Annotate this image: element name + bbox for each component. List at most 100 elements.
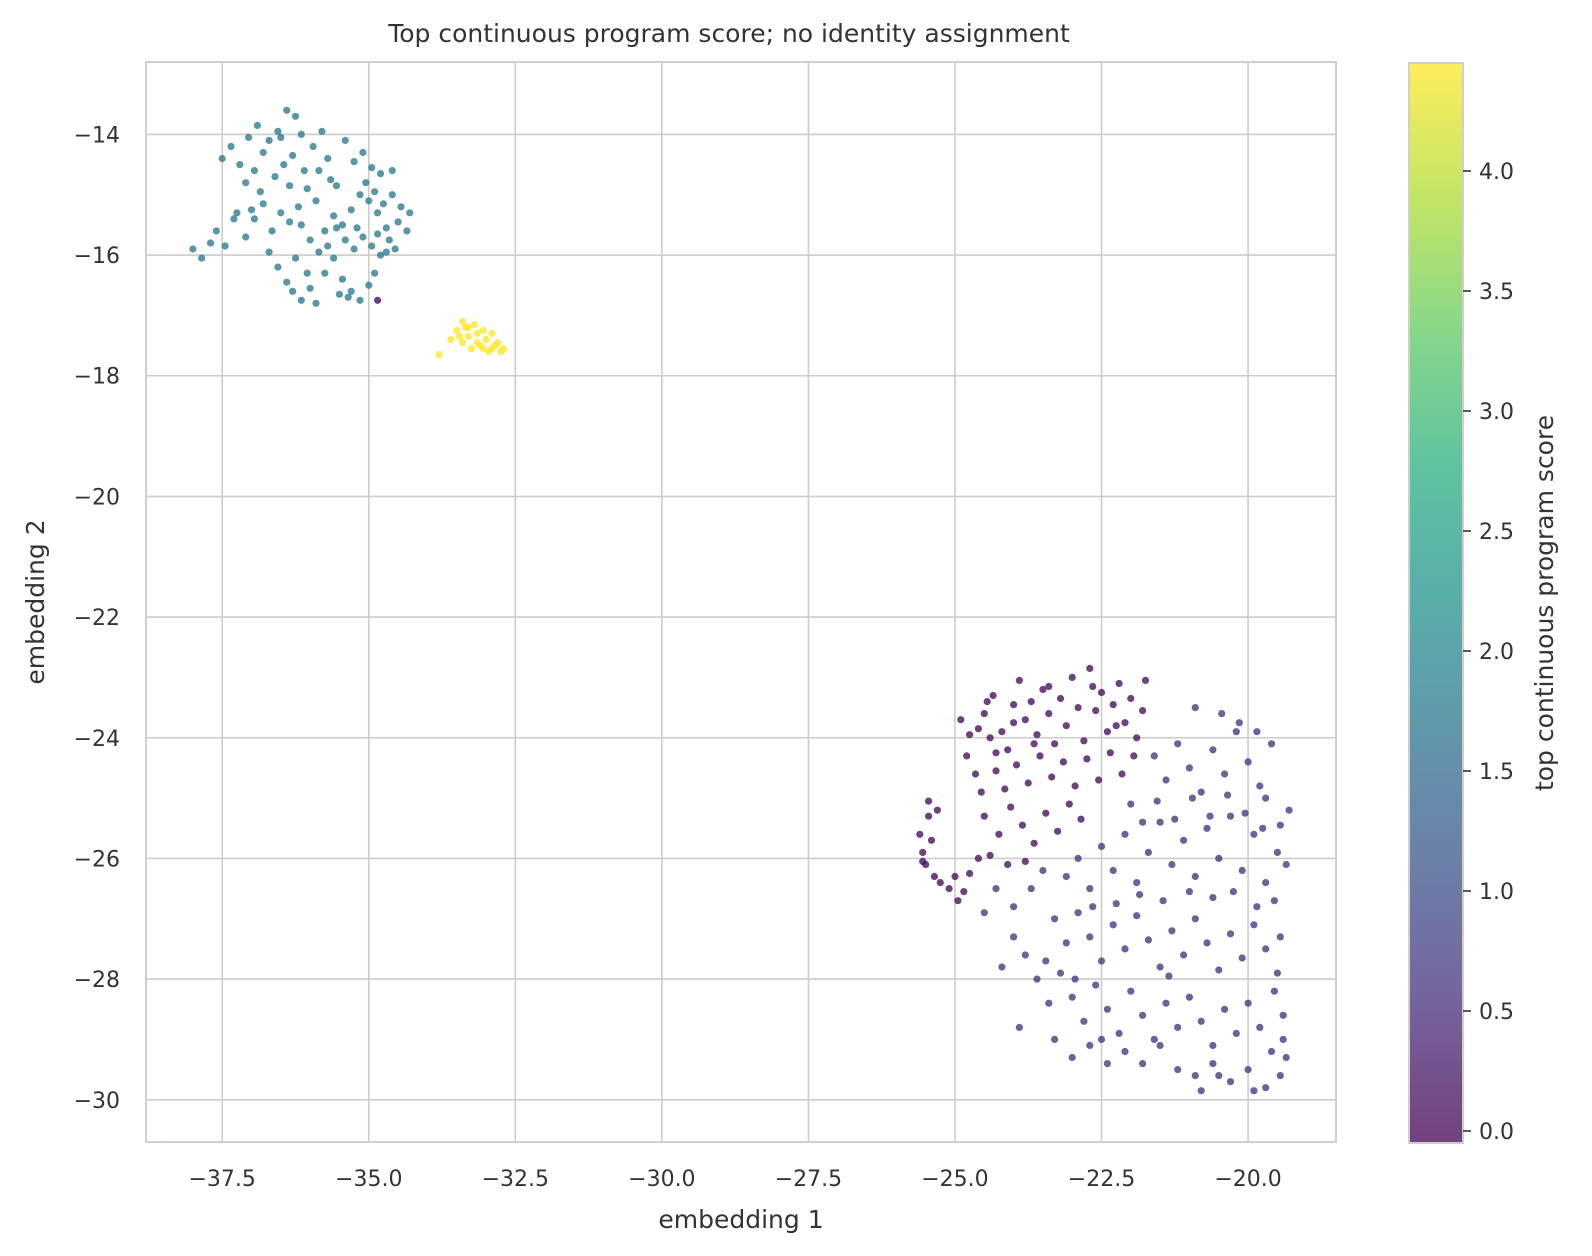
data-point <box>324 242 332 250</box>
data-point <box>1203 824 1211 832</box>
data-point <box>482 335 490 344</box>
data-point <box>1086 933 1094 941</box>
data-point <box>930 872 939 881</box>
x-axis-label: embedding 1 <box>658 1205 823 1234</box>
data-point <box>250 215 258 223</box>
data-point <box>1027 885 1035 893</box>
data-point <box>1253 728 1261 736</box>
data-point <box>321 269 329 277</box>
data-point <box>376 251 385 259</box>
data-point <box>1209 894 1217 902</box>
data-point <box>1056 694 1065 703</box>
data-point <box>242 179 250 187</box>
data-point <box>479 345 487 353</box>
data-point <box>951 872 959 881</box>
data-point <box>394 218 402 226</box>
y-tick-label: −16 <box>74 244 120 269</box>
data-point <box>1156 1041 1164 1050</box>
data-point <box>1054 827 1062 835</box>
data-point <box>335 290 343 298</box>
data-point <box>297 221 305 229</box>
data-point <box>1103 1005 1111 1013</box>
colorbar-ticks: 0.0 0.5 1.0 1.5 2.0 2.5 3.0 3.5 4.0 <box>1463 160 1514 1145</box>
data-point <box>1139 1011 1147 1019</box>
data-point <box>271 173 279 181</box>
data-point <box>916 830 924 838</box>
data-point <box>1086 1041 1094 1050</box>
data-point <box>1238 954 1246 962</box>
data-point <box>312 299 320 307</box>
colorbar-tick-label: 4.0 <box>1479 160 1514 185</box>
data-point <box>315 248 323 256</box>
data-point <box>1083 755 1091 763</box>
data-point <box>306 284 314 292</box>
data-point <box>1103 728 1111 736</box>
data-point <box>456 332 464 341</box>
data-point <box>1279 1035 1287 1043</box>
colorbar <box>1408 62 1464 1144</box>
data-point <box>1039 685 1047 694</box>
data-point <box>353 224 361 232</box>
data-point <box>291 254 300 262</box>
data-point <box>309 142 317 151</box>
data-point <box>294 203 302 211</box>
data-point <box>1097 688 1106 697</box>
data-point <box>1139 1060 1147 1068</box>
data-point <box>382 248 390 256</box>
data-point <box>1080 1017 1088 1025</box>
data-point <box>376 170 385 178</box>
data-point <box>1039 866 1047 875</box>
data-point <box>983 698 991 706</box>
data-point <box>1267 740 1276 748</box>
data-point <box>306 236 314 244</box>
data-point <box>1226 1078 1235 1086</box>
data-point <box>1121 719 1129 727</box>
data-point <box>1133 912 1141 920</box>
data-point <box>1267 1047 1276 1056</box>
data-point <box>1112 900 1120 908</box>
data-point <box>1051 915 1059 923</box>
data-point <box>1244 758 1252 766</box>
data-point <box>1030 740 1038 748</box>
data-point <box>330 212 338 220</box>
data-point <box>1150 752 1158 760</box>
data-point <box>368 164 376 172</box>
data-point <box>1256 1023 1264 1031</box>
data-point <box>488 345 496 353</box>
data-point <box>356 191 364 199</box>
data-point <box>500 345 508 353</box>
data-point <box>1188 794 1196 802</box>
data-point <box>385 236 393 244</box>
data-point <box>1115 1029 1123 1037</box>
data-point <box>1259 824 1267 832</box>
data-point <box>1279 1011 1287 1019</box>
y-axis-ticks: −14 −16 −18 −20 −22 −24 −26 −28 −30 <box>74 123 120 1113</box>
data-point <box>986 851 994 860</box>
data-point <box>291 112 300 120</box>
data-point <box>265 136 273 144</box>
data-point <box>274 263 282 271</box>
data-point <box>1010 701 1018 709</box>
data-point <box>1127 694 1135 703</box>
data-point <box>1153 797 1161 805</box>
data-point <box>998 728 1006 736</box>
data-point <box>303 185 311 193</box>
data-point <box>1042 957 1050 965</box>
data-point <box>268 227 276 235</box>
data-point <box>1109 701 1117 709</box>
y-axis-label: embedding 2 <box>21 519 50 684</box>
data-point <box>1139 818 1147 826</box>
data-point <box>1262 794 1270 802</box>
data-point <box>318 127 326 135</box>
data-point <box>1012 761 1021 769</box>
data-point <box>1191 1072 1199 1080</box>
data-point <box>1127 800 1135 808</box>
data-point <box>1089 682 1097 691</box>
data-point <box>218 154 226 163</box>
data-point <box>1059 758 1067 766</box>
data-point <box>980 710 988 718</box>
data-point <box>1021 716 1029 724</box>
data-point <box>464 323 472 332</box>
data-point <box>1185 764 1193 772</box>
y-tick-label: −18 <box>74 365 120 390</box>
